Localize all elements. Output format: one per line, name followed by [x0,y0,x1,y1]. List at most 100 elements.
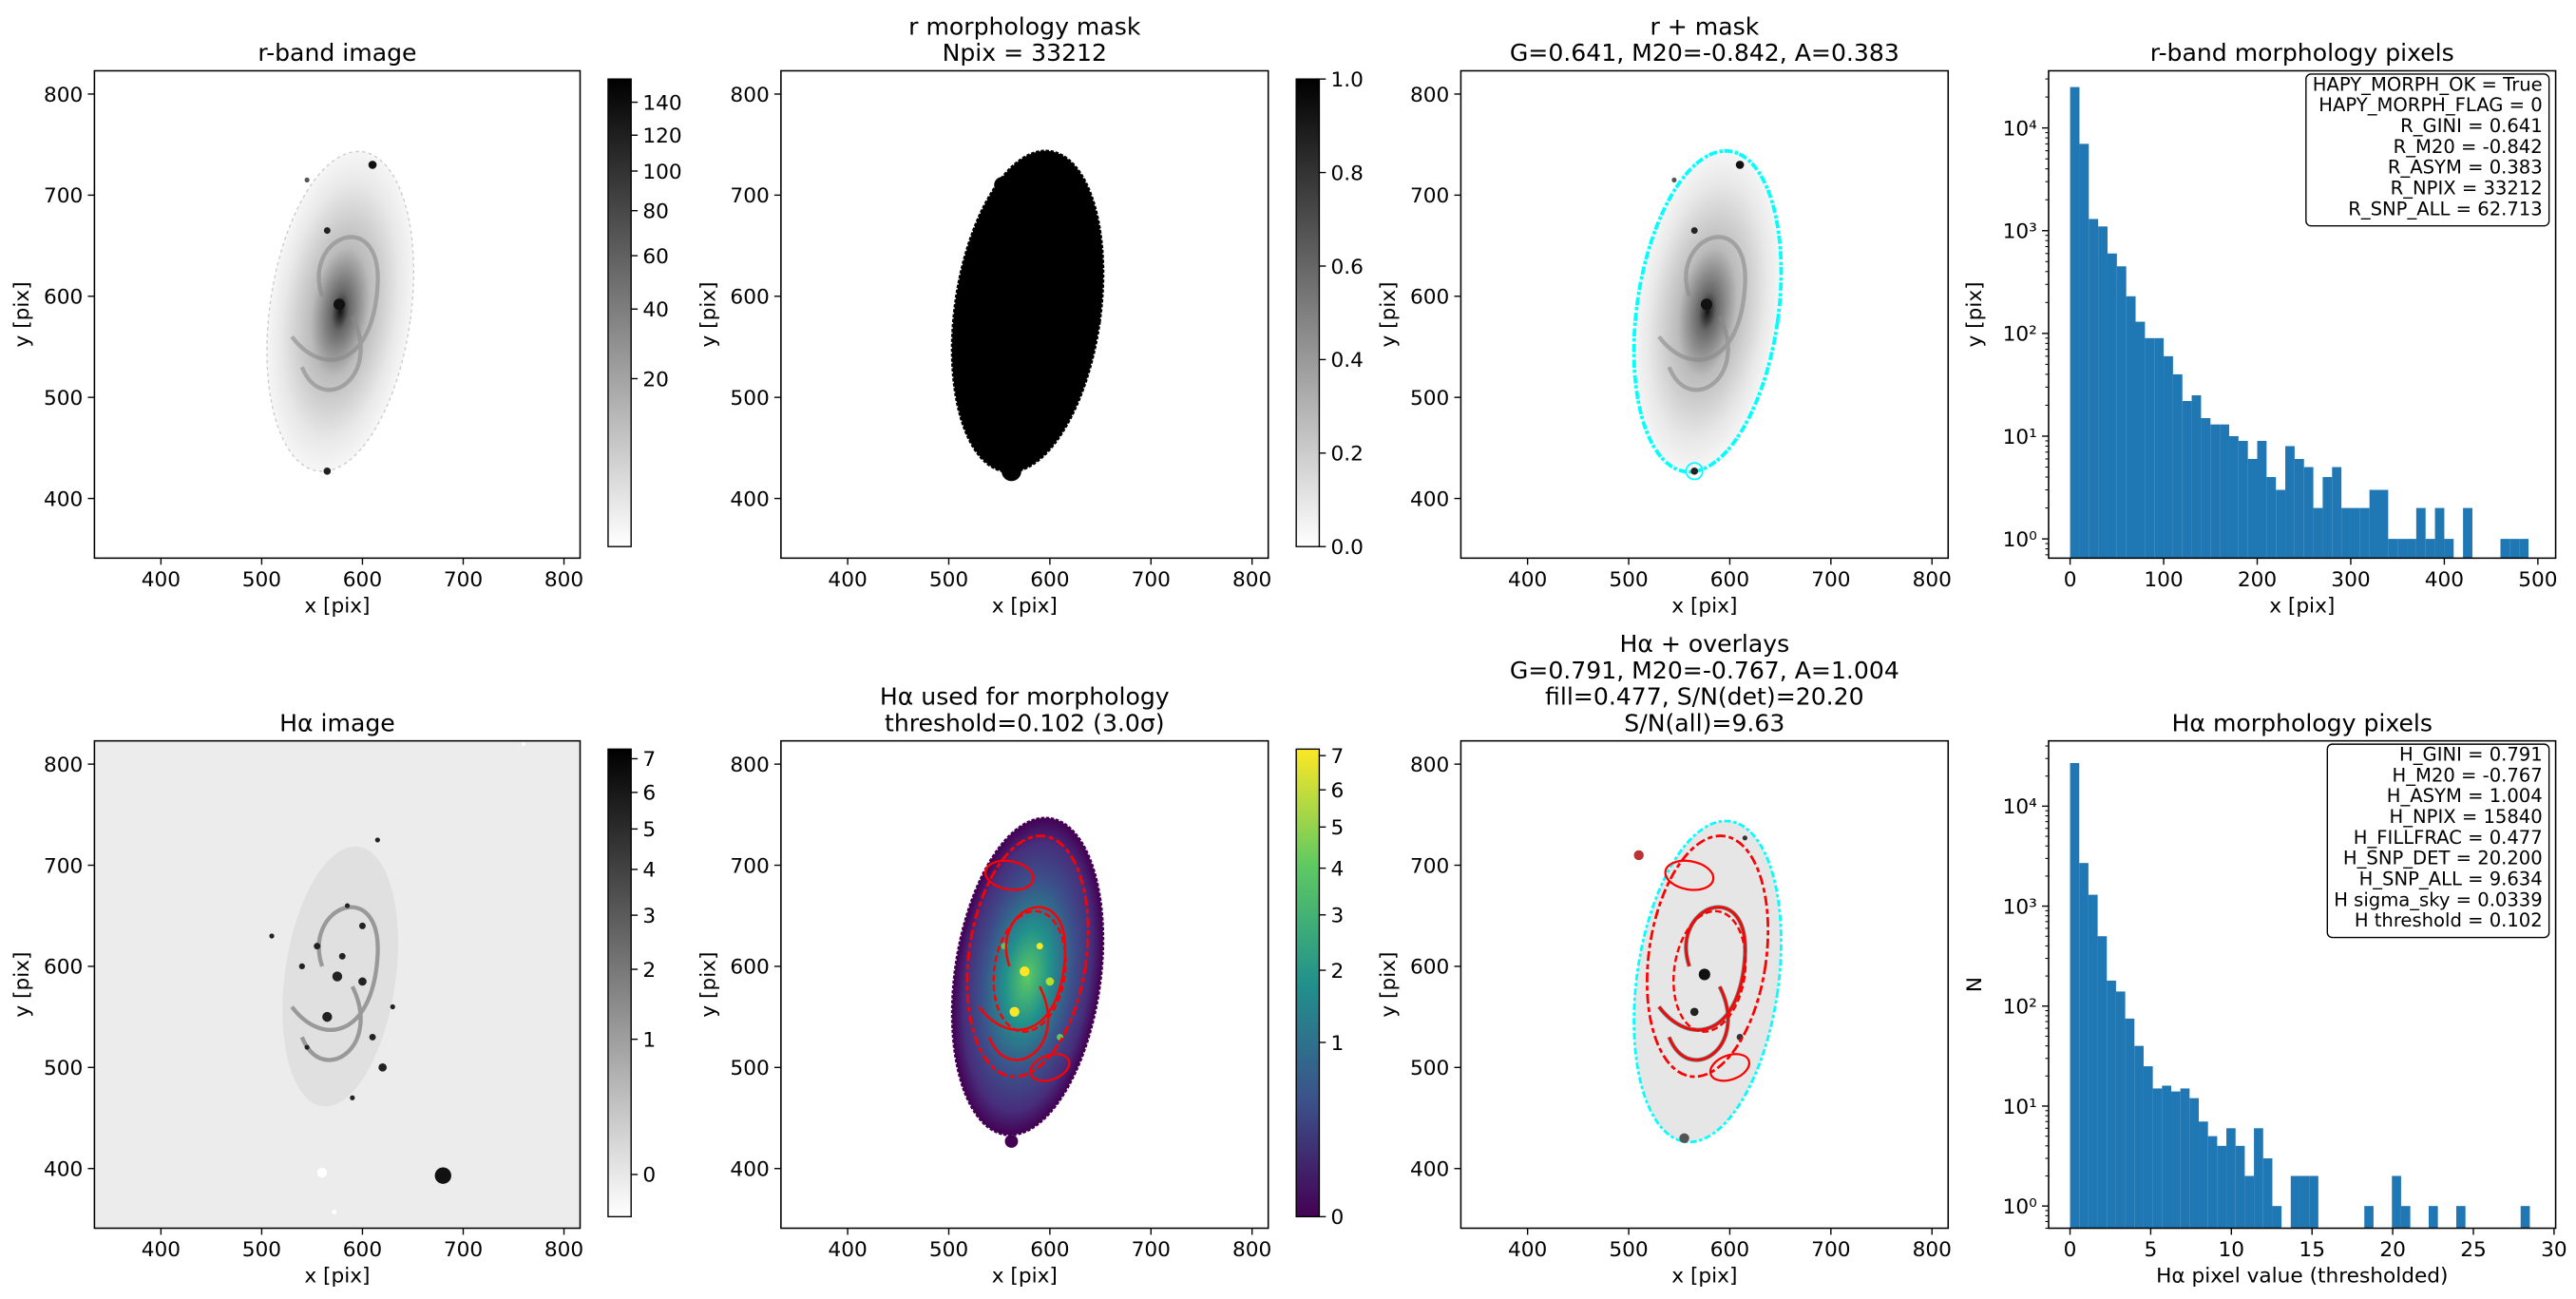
annotation-line: R_ASYM = 0.383 [2388,157,2543,179]
hist-bar [2170,1091,2181,1229]
colorbar-tick-label: 4 [1331,857,1345,881]
colorbar-tick-label: 3 [1331,905,1345,928]
y-tick-label: 400 [44,487,83,511]
y-tick-label: 700 [44,184,83,208]
image-feature [1646,834,1770,1079]
image-feature [358,977,367,986]
hist-bar [2107,253,2117,559]
image-feature [1685,462,1704,481]
chart-title: threshold=0.102 (3.0σ) [885,709,1165,736]
y-tick-label: 700 [1410,184,1449,208]
colorbar-tick-label: 0 [642,1164,656,1188]
hist-bar [2125,1018,2135,1229]
image-feature [369,1033,376,1041]
plot-area [780,740,1269,1229]
chart-title: fill=0.477, S/N(det)=20.20 [1545,683,1864,711]
image-feature [965,834,1090,1079]
x-tick-label: 0 [2064,568,2077,592]
hist-bar [2428,1206,2438,1229]
y-tick-label: 10³ [2003,895,2037,919]
hist-bar [2276,489,2286,559]
hist-bar [2135,321,2146,559]
panel: 400 500 600 700 800 400 500 600 700 800 x [pix] y [… [10,39,682,618]
y-tick-label: 600 [44,956,83,980]
x-tick-label: 600 [1030,568,1069,592]
annotation-line: R_GINI = 0.641 [2400,115,2543,137]
image-feature [1742,835,1747,841]
colorbar-tick-label: 20 [642,368,669,392]
x-tick-label: 600 [1710,1238,1749,1262]
hist-bar [2228,435,2239,559]
hist-bar [2220,424,2229,559]
colorbar [1295,748,1321,1218]
image-feature [374,837,380,843]
image-feature [350,1095,355,1100]
hist-bar [2152,1088,2163,1229]
image-feature [983,859,1035,891]
axes-frame [2048,69,2557,560]
x-tick-label: 0 [2064,1238,2077,1262]
colorbar-tick-label: 3 [642,905,656,928]
x-tick-label: 20 [2379,1238,2406,1262]
image-feature [1633,850,1644,861]
x-tick-label: 700 [1132,1238,1171,1262]
x-tick-label: 400 [828,1238,867,1262]
colorbar-tick-label: 6 [642,782,656,806]
hist-bar [2115,991,2126,1229]
y-tick-label: 500 [44,1057,83,1080]
colorbar-tick-label: 60 [642,245,669,269]
y-axis-label: y [pix] [1377,281,1401,347]
chart-title: Hα morphology pixels [2172,709,2433,736]
y-tick-label: 10¹ [2003,426,2037,449]
x-axis-label: x [pix] [304,1265,370,1289]
colorbar [607,78,632,547]
hist-bar [2444,539,2454,559]
colorbar-tick-label: 120 [642,124,681,148]
hist-bar [2189,1098,2200,1229]
panel: 0 100 200 300 400 500 10⁰ 10¹ 10² 10³ 10⁴ x [pix] y … [1963,39,2558,618]
annotation-line: H_GINI = 0.791 [2399,743,2543,765]
image-feature [1698,968,1710,981]
hist-bar [2070,762,2080,1229]
panel: 400 500 600 700 800 400 500 600 700 800 x [pix] y [… [1377,12,1952,618]
x-tick-label: 400 [1508,1238,1547,1262]
image-feature [978,906,1067,1061]
axes-frame [1460,739,1950,1230]
image-feature [1002,461,1021,482]
hist-bar [2143,1066,2153,1229]
y-tick-label: 10⁴ [2003,795,2037,819]
chart-title: G=0.791, M20=-0.767, A=1.004 [1510,657,1899,684]
y-axis-label: N [1963,977,1987,992]
panel: 400 500 600 700 800 400 500 600 700 800 x [pix] y [… [697,683,1345,1289]
annotation-line: R_M20 = -0.842 [2394,136,2543,158]
hist-bar [2266,477,2277,559]
x-axis-label: Hα pixel value (thresholded) [2156,1265,2448,1289]
y-tick-label: 500 [730,387,769,411]
x-tick-label: 700 [444,1238,483,1262]
x-tick-label: 400 [142,1238,181,1262]
x-tick-label: 500 [929,568,968,592]
hist-bar [2294,458,2304,559]
hist-bar [2145,337,2155,559]
y-tick-label: 400 [1410,487,1449,511]
x-axis-label: x [pix] [1671,1265,1737,1289]
y-tick-label: 800 [1410,84,1449,107]
x-tick-label: 800 [544,568,583,592]
image-feature [1689,1007,1699,1017]
x-tick-label: 500 [242,1238,281,1262]
colorbar-tick-label: 1 [1331,1032,1345,1056]
image-feature [1009,1006,1020,1018]
colorbar-tick-label: 0.2 [1331,443,1364,467]
image-feature [368,161,377,169]
hist-bar [2303,467,2314,559]
image-feature [1671,177,1677,183]
hist-bar [2285,446,2295,559]
colorbar-tick-label: 0.4 [1331,349,1364,373]
chart-title: S/N(all)=9.63 [1624,709,1784,736]
image-feature [338,952,346,960]
hist-bar [2180,1088,2190,1229]
hist-bar [2309,1175,2318,1229]
x-tick-label: 600 [1710,568,1749,592]
